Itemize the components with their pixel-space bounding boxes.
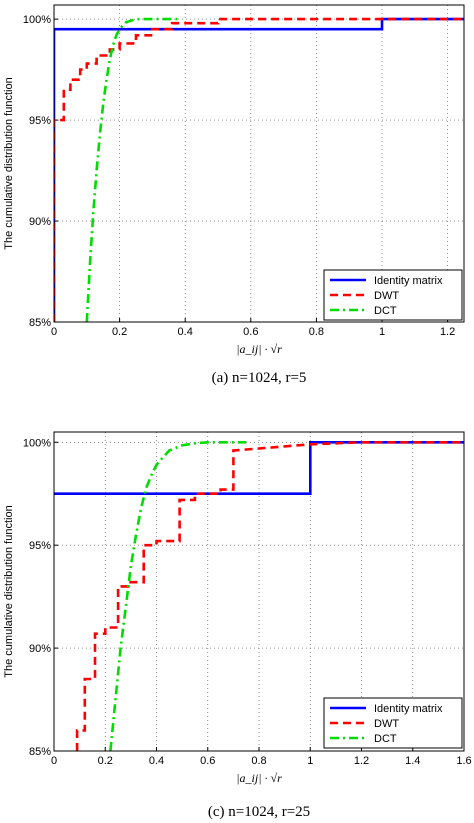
series-line-identity-matrix bbox=[54, 17, 464, 322]
x-tick-label: 1 bbox=[379, 326, 385, 338]
x-axis-label: |a_ij| · √r bbox=[236, 771, 282, 785]
x-tick-label: 1.2 bbox=[354, 755, 369, 767]
series-line-identity-matrix bbox=[54, 440, 464, 496]
x-tick-label: 0.4 bbox=[149, 755, 164, 767]
x-tick-label: 0 bbox=[51, 326, 57, 338]
y-tick-label: 90% bbox=[29, 216, 51, 228]
chart-panel-1: 0 0.2 0.4 0.6 0.8 1 1.2 1.4 1.6 85% 90% 95% 100% Iden… bbox=[3, 431, 472, 820]
axes-frame bbox=[53, 431, 465, 752]
series-line-dwt bbox=[75, 440, 464, 751]
legend-label: Identity matrix bbox=[374, 275, 443, 287]
legend-label: DWT bbox=[374, 718, 399, 730]
y-tick-label: 100% bbox=[23, 437, 51, 449]
x-tick-label: 1.4 bbox=[405, 755, 420, 767]
plot-area bbox=[54, 5, 464, 322]
y-tick-label: 90% bbox=[29, 643, 51, 655]
legend-label: DCT bbox=[374, 733, 397, 745]
axes-frame bbox=[53, 4, 465, 323]
series-line-dwt bbox=[54, 17, 464, 322]
x-tick-label: 0.2 bbox=[112, 326, 127, 338]
y-axis-label: The cumulative distribution function bbox=[3, 77, 15, 249]
y-tick-label: 85% bbox=[29, 746, 51, 758]
x-tick-label: 0 bbox=[51, 755, 57, 767]
figure-caption: (a) n=1024, r=5 bbox=[212, 370, 307, 386]
x-tick-label: 1 bbox=[307, 755, 313, 767]
legend-label: Identity matrix bbox=[374, 703, 443, 715]
x-tick-label: 0.4 bbox=[178, 326, 193, 338]
legend-label: DCT bbox=[374, 305, 397, 317]
series-line-dct bbox=[109, 440, 247, 751]
x-tick-label: 0.8 bbox=[251, 755, 266, 767]
x-tick-label: 0.2 bbox=[98, 755, 113, 767]
y-tick-label: 95% bbox=[29, 540, 51, 552]
x-tick-label: 1.2 bbox=[440, 326, 455, 338]
y-tick-label: 100% bbox=[23, 14, 51, 26]
figure-caption: (c) n=1024, r=25 bbox=[208, 804, 310, 820]
legend-label: DWT bbox=[374, 290, 399, 302]
x-tick-label: 0.8 bbox=[309, 326, 324, 338]
x-axis-label: |a_ij| · √r bbox=[236, 342, 282, 356]
y-tick-label: 85% bbox=[29, 317, 51, 329]
y-axis-label: The cumulative distribution function bbox=[3, 505, 15, 677]
x-tick-label: 1.6 bbox=[456, 755, 471, 767]
y-tick-label: 95% bbox=[29, 115, 51, 127]
x-tick-label: 0.6 bbox=[200, 755, 215, 767]
x-tick-label: 0.6 bbox=[243, 326, 258, 338]
chart-panel-0: 0 0.2 0.4 0.6 0.8 1 1.2 85% 90% 95% 100% Identity m… bbox=[3, 4, 465, 386]
